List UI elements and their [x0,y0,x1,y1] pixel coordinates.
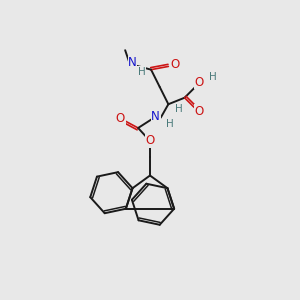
Text: N: N [151,110,160,123]
Text: O: O [146,134,154,147]
Text: H: H [138,67,146,77]
Text: H: H [209,73,217,82]
Text: O: O [195,76,204,89]
Text: O: O [194,105,203,118]
Text: O: O [116,112,125,125]
Text: N: N [128,56,137,69]
Text: H: H [175,104,183,114]
Text: O: O [170,58,180,71]
Text: H: H [166,119,174,129]
